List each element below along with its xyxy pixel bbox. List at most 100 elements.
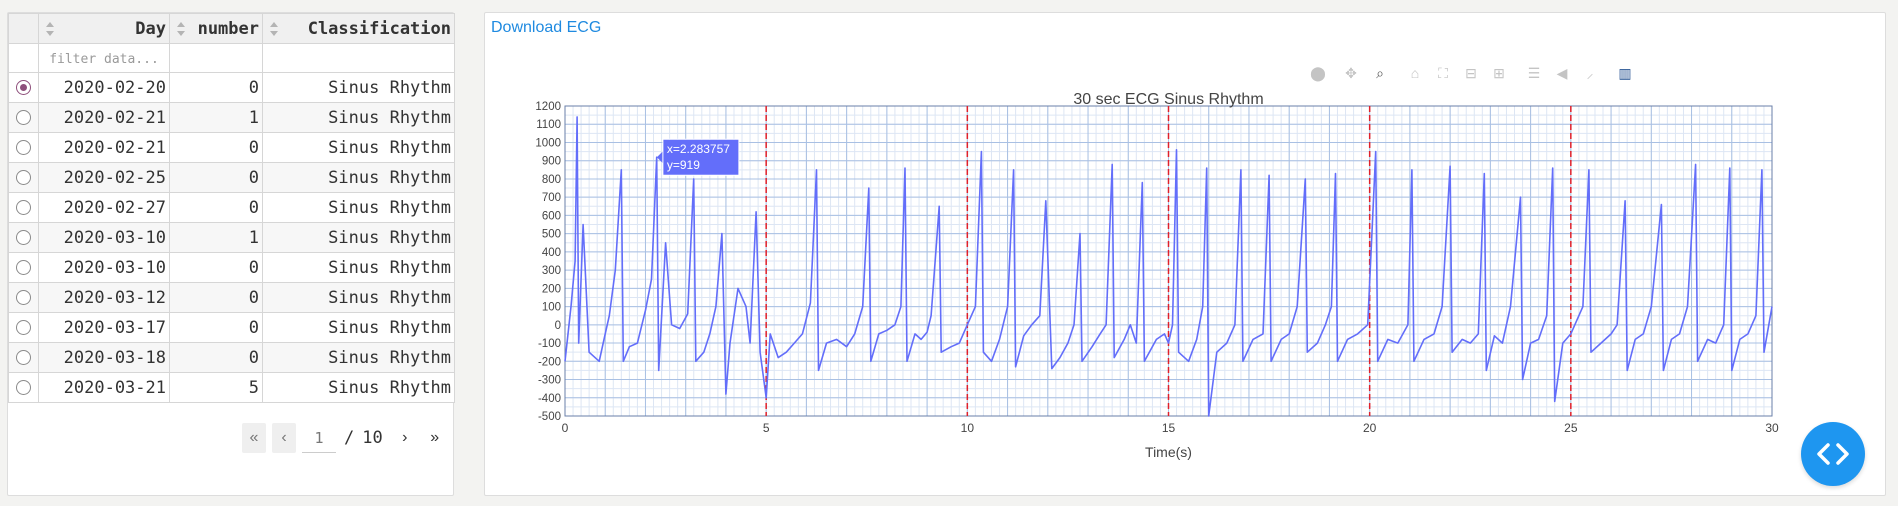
row-radio-button[interactable]	[16, 290, 31, 305]
filter-input-day[interactable]	[42, 51, 166, 68]
download-ecg-link[interactable]: Download ECG	[491, 19, 602, 36]
row-select-cell[interactable]	[8, 132, 39, 163]
row-select-cell[interactable]	[8, 312, 39, 343]
table-row[interactable]: 2020-03-10 1 Sinus Rhythm	[8, 222, 455, 253]
sort-icon[interactable]	[44, 21, 56, 36]
row-radio-button[interactable]	[16, 320, 31, 335]
x-tick-label: 10	[961, 421, 975, 435]
row-radio-button[interactable]	[16, 80, 31, 95]
ecg-chart[interactable]: -500-400-300-200-10001002003004005006007…	[485, 13, 1885, 495]
number-cell: 0	[169, 282, 263, 313]
sort-icon[interactable]	[175, 21, 187, 36]
previous-page-button[interactable]: ‹	[272, 423, 296, 453]
y-tick-label: -100	[538, 338, 561, 350]
x-tick-label: 15	[1162, 421, 1176, 435]
number-cell: 5	[169, 372, 263, 403]
column-header-classification[interactable]: Classification	[262, 13, 455, 44]
table-row[interactable]: 2020-03-18 0 Sinus Rhythm	[8, 342, 455, 373]
zoom-in-icon[interactable]: ⊞	[1493, 64, 1505, 81]
hover-y-text: y=919	[667, 158, 700, 172]
filter-cell-day[interactable]	[38, 43, 170, 73]
row-select-cell[interactable]	[8, 222, 39, 253]
code-brackets-icon	[1817, 443, 1849, 465]
classification-cell: Sinus Rhythm	[262, 162, 455, 193]
pan-icon[interactable]: ✥	[1345, 64, 1357, 81]
y-tick-label: 0	[555, 320, 561, 332]
chart-modebar: ⬤ ✥ ⌕ ⌂ ⛶ ⊟ ⊞ ☰ ◀ ⸝ ▥	[485, 63, 1887, 83]
spike-lines-icon[interactable]: ⸝	[1586, 64, 1594, 81]
table-row[interactable]: 2020-03-21 5 Sinus Rhythm	[8, 372, 455, 403]
chart-title: 30 sec ECG Sinus Rhythm	[1073, 91, 1263, 108]
row-select-cell[interactable]	[8, 372, 39, 403]
filter-cell-number[interactable]	[169, 43, 263, 73]
closest-hover-icon[interactable]: ◀	[1556, 64, 1568, 81]
row-radio-button[interactable]	[16, 380, 31, 395]
page-count: 10	[362, 428, 383, 448]
table-row[interactable]: 2020-03-12 0 Sinus Rhythm	[8, 282, 455, 313]
day-cell: 2020-02-25	[38, 162, 170, 193]
camera-icon[interactable]: ⬤	[1310, 64, 1326, 81]
row-select-cell[interactable]	[8, 192, 39, 223]
row-select-cell[interactable]	[8, 282, 39, 313]
table-row[interactable]: 2020-03-10 0 Sinus Rhythm	[8, 252, 455, 283]
y-tick-label: 700	[542, 192, 561, 204]
classification-cell: Sinus Rhythm	[262, 72, 455, 103]
row-radio-button[interactable]	[16, 140, 31, 155]
filter-cell-select	[8, 43, 39, 73]
compare-hover-icon[interactable]: ☰	[1527, 64, 1541, 81]
row-select-cell[interactable]	[8, 252, 39, 283]
number-cell: 1	[169, 102, 263, 133]
table-row[interactable]: 2020-02-27 0 Sinus Rhythm	[8, 192, 455, 223]
day-cell: 2020-03-12	[38, 282, 170, 313]
classification-cell: Sinus Rhythm	[262, 372, 455, 403]
number-cell: 0	[169, 132, 263, 163]
y-tick-label: 1100	[536, 119, 561, 131]
row-select-cell[interactable]	[8, 342, 39, 373]
table-row[interactable]: 2020-02-25 0 Sinus Rhythm	[8, 162, 455, 193]
y-tick-label: 1000	[535, 137, 561, 149]
column-header-number[interactable]: number	[169, 13, 263, 44]
code-toggle-button[interactable]	[1801, 422, 1865, 486]
row-radio-button[interactable]	[16, 350, 31, 365]
row-radio-button[interactable]	[16, 230, 31, 245]
x-tick-label: 25	[1564, 421, 1578, 435]
table-row[interactable]: 2020-02-20 0 Sinus Rhythm	[8, 72, 455, 103]
classification-cell: Sinus Rhythm	[262, 222, 455, 253]
select-column-header	[8, 13, 39, 44]
home-icon[interactable]: ⌂	[1410, 65, 1420, 81]
table-row[interactable]: 2020-02-21 1 Sinus Rhythm	[8, 102, 455, 133]
zoom-icon[interactable]: ⌕	[1376, 64, 1384, 81]
last-page-button[interactable]: »	[422, 423, 447, 453]
sort-icon[interactable]	[268, 21, 280, 36]
first-page-button[interactable]: «	[242, 423, 266, 453]
row-radio-button[interactable]	[16, 110, 31, 125]
column-header-day[interactable]: Day	[38, 13, 170, 44]
table-row[interactable]: 2020-03-17 0 Sinus Rhythm	[8, 312, 455, 343]
row-select-cell[interactable]	[8, 162, 39, 193]
zoom-out-icon[interactable]: ⊟	[1465, 64, 1477, 81]
x-tick-label: 0	[562, 421, 569, 435]
autoscale-icon[interactable]: ⛶	[1438, 64, 1448, 81]
y-tick-label: 200	[542, 283, 561, 295]
hover-x-text: x=2.283757	[667, 142, 730, 156]
row-select-cell[interactable]	[8, 102, 39, 133]
row-radio-button[interactable]	[16, 200, 31, 215]
x-tick-label: 30	[1765, 421, 1779, 435]
classification-cell: Sinus Rhythm	[262, 252, 455, 283]
x-tick-label: 5	[763, 421, 770, 435]
classification-cell: Sinus Rhythm	[262, 192, 455, 223]
row-radio-button[interactable]	[16, 170, 31, 185]
day-cell: 2020-03-17	[38, 312, 170, 343]
next-page-button[interactable]: ›	[392, 423, 417, 453]
data-table-panel: Day number Classification	[7, 12, 455, 496]
filter-cell-classification[interactable]	[262, 43, 455, 73]
current-page-input[interactable]: 1	[302, 423, 336, 453]
y-tick-label: -200	[538, 356, 561, 368]
column-label: Classification	[307, 18, 451, 39]
row-radio-button[interactable]	[16, 260, 31, 275]
day-cell: 2020-03-18	[38, 342, 170, 373]
row-select-cell[interactable]	[8, 72, 39, 103]
plotly-logo-icon[interactable]: ▥	[1618, 64, 1632, 81]
table-row[interactable]: 2020-02-21 0 Sinus Rhythm	[8, 132, 455, 163]
y-tick-label: 300	[542, 265, 561, 277]
